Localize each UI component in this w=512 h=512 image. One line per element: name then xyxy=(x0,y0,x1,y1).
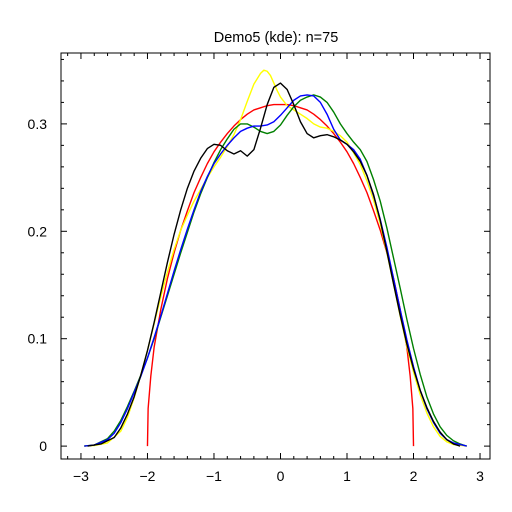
series-line-red xyxy=(146,103,415,447)
y-tick-label: 0.1 xyxy=(28,331,48,347)
x-tick-label: 3 xyxy=(476,468,484,484)
series-line-blue xyxy=(84,94,467,447)
y-tick-label: 0.2 xyxy=(28,223,48,239)
plot-frame xyxy=(60,52,491,460)
x-tick-label: 1 xyxy=(343,468,351,484)
x-tick-label: 0 xyxy=(277,468,285,484)
series-layer xyxy=(84,69,467,447)
series-line-green xyxy=(84,94,467,447)
chart-title: Demo5 (kde): n=75 xyxy=(214,30,339,46)
x-tick-label: −1 xyxy=(206,468,222,484)
series-line-black xyxy=(87,82,461,447)
y-tick-label: 0.3 xyxy=(28,116,48,132)
x-tick-label: −3 xyxy=(73,468,89,484)
tick-layer: −3 −2 −1 0 1 2 3 0 0.1 0.2 0.3 xyxy=(28,53,490,484)
x-tick-label: −2 xyxy=(139,468,155,484)
x-tick-label: 2 xyxy=(410,468,418,484)
y-tick-label: 0 xyxy=(39,438,47,454)
series-line-yellow xyxy=(84,69,467,447)
